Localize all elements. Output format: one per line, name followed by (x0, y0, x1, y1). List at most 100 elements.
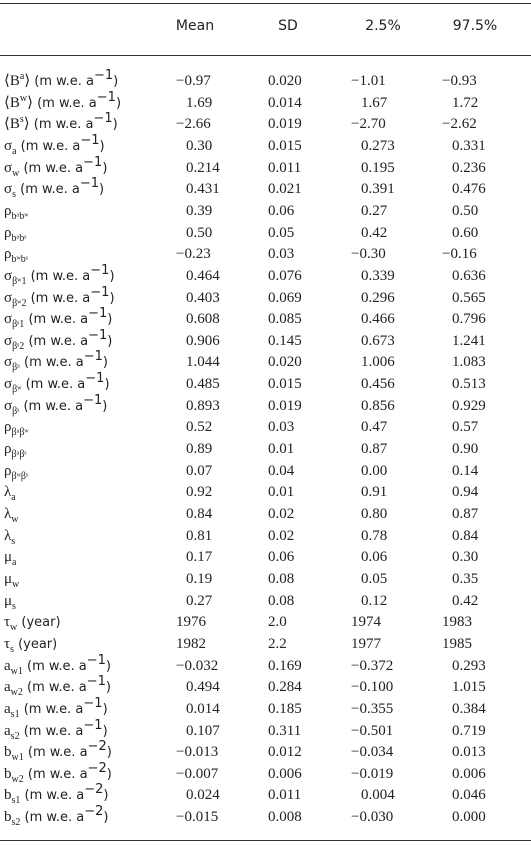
label-part: s (10, 643, 14, 655)
label-part: σ (4, 289, 13, 306)
value-cell: 0.08 (268, 570, 295, 587)
label-part: w1 (11, 752, 24, 764)
value-cell: 0.06 (361, 549, 388, 566)
label-part: (m w.e. a (24, 312, 89, 328)
value-cell: −0.97 (176, 73, 211, 89)
row-label: ⟨Bs⟩ (m w.e. a−1) (4, 112, 118, 135)
value-cell: 0.456 (361, 376, 395, 393)
value-cell: 0.78 (361, 527, 388, 544)
label-part: bᵃbʷ (11, 210, 29, 222)
value-cell: 1976 (176, 614, 206, 631)
row-label: σβˢ (m w.e. a−1) (4, 392, 107, 417)
value-cell: 0.906 (186, 332, 220, 349)
label-part: ⟩ (27, 94, 33, 111)
value-cell: 0.50 (452, 202, 479, 219)
value-cell: 0.42 (452, 592, 479, 609)
label-part: −2 (84, 804, 104, 820)
value-cell: 0.89 (186, 441, 213, 458)
label-part: −1 (83, 392, 103, 408)
value-cell: 0.015 (268, 137, 302, 154)
row-label: μa (4, 547, 17, 568)
label-part: λ (4, 527, 12, 544)
label-part: −1 (83, 349, 103, 365)
value-cell: 0.47 (361, 419, 388, 436)
value-cell: 0.05 (268, 224, 295, 241)
value-cell: 1.241 (452, 332, 486, 349)
value-cell: 0.60 (452, 224, 479, 241)
column-header: 97.5% (452, 18, 498, 34)
label-part: (m w.e. a (22, 680, 87, 696)
label-part: ⟨B (4, 116, 20, 133)
row-label: ρβᵃβˢ (4, 439, 27, 461)
label-part: βᵃβˢ (11, 449, 27, 461)
value-cell: −0.30 (351, 246, 386, 263)
value-cell: 0.331 (452, 137, 486, 154)
label-part: w (11, 514, 19, 525)
label-part: (m w.e. a (19, 723, 84, 739)
label-part: βˢ2 (12, 340, 25, 352)
label-part: −1 (96, 89, 116, 105)
value-cell: 0.008 (268, 809, 302, 826)
label-part: ρ (4, 202, 12, 219)
label-part: −1 (83, 154, 103, 170)
value-cell: 0.293 (452, 657, 486, 674)
label-part: (m w.e. a (19, 355, 84, 371)
value-cell: 0.107 (186, 722, 220, 739)
row-label: σβˢ2 (m w.e. a−1) (4, 329, 112, 352)
row-label: ρβᵃβʷ (4, 417, 29, 438)
value-cell: 0.87 (361, 441, 388, 458)
value-cell: 0.145 (268, 332, 302, 349)
row-label: ρbʷbˢ (4, 244, 28, 265)
value-cell: −0.030 (351, 809, 394, 826)
value-cell: −0.015 (176, 809, 219, 826)
value-cell: 1.083 (452, 354, 486, 371)
row-label: as2 (m w.e. a−1) (4, 719, 108, 742)
label-part: ) (103, 788, 109, 804)
bottom-rule (0, 840, 531, 841)
value-cell: 0.476 (452, 181, 486, 198)
label-part: −1 (88, 306, 108, 322)
label-part: −2 (87, 760, 107, 776)
row-label: aw1 (m w.e. a−1) (4, 654, 111, 677)
label-part: ⟨B (4, 73, 20, 89)
value-cell: 0.30 (452, 549, 479, 566)
value-cell: 1983 (442, 614, 472, 631)
value-cell: 1974 (351, 614, 381, 631)
value-cell: 0.00 (361, 462, 388, 479)
label-part: w1 (10, 665, 23, 677)
value-cell: 0.169 (268, 657, 302, 674)
value-cell: 0.06 (268, 202, 295, 219)
label-part: −2 (84, 782, 104, 798)
row-label: bs2 (m w.e. a−2) (4, 804, 108, 828)
label-part: (m w.e. a (30, 74, 94, 89)
row-label: σβˢ1 (m w.e. a−1) (4, 306, 112, 330)
value-cell: 0.011 (268, 787, 302, 804)
header-rule (0, 55, 531, 56)
value-cell: −0.019 (351, 765, 394, 782)
value-cell: 0.296 (361, 289, 395, 306)
value-cell: 0.020 (268, 73, 302, 89)
value-cell: 0.019 (268, 116, 302, 133)
value-cell: 0.14 (452, 462, 479, 479)
label-part: ⟨B (4, 94, 20, 111)
label-part: μ (4, 570, 13, 587)
value-cell: 0.236 (452, 159, 486, 176)
value-cell: 0.92 (186, 484, 213, 501)
value-cell: 0.94 (452, 484, 479, 501)
value-cell: −0.032 (176, 657, 219, 674)
label-part: a (4, 722, 11, 739)
value-cell: 0.019 (268, 397, 302, 414)
value-cell: 2.0 (268, 614, 287, 631)
label-part: σ (4, 267, 13, 284)
column-header: SD (278, 18, 298, 34)
label-part: a (12, 145, 17, 157)
value-cell: −2.66 (176, 116, 211, 133)
row-label: σβʷ2 (m w.e. a−1) (4, 286, 115, 309)
label-part: (m w.e. a (19, 160, 84, 176)
value-cell: 0.608 (186, 311, 220, 328)
label-part: ) (105, 680, 111, 696)
label-part: ⟩ (23, 116, 30, 133)
value-cell: 0.015 (268, 376, 302, 393)
value-cell: 0.021 (268, 181, 302, 198)
